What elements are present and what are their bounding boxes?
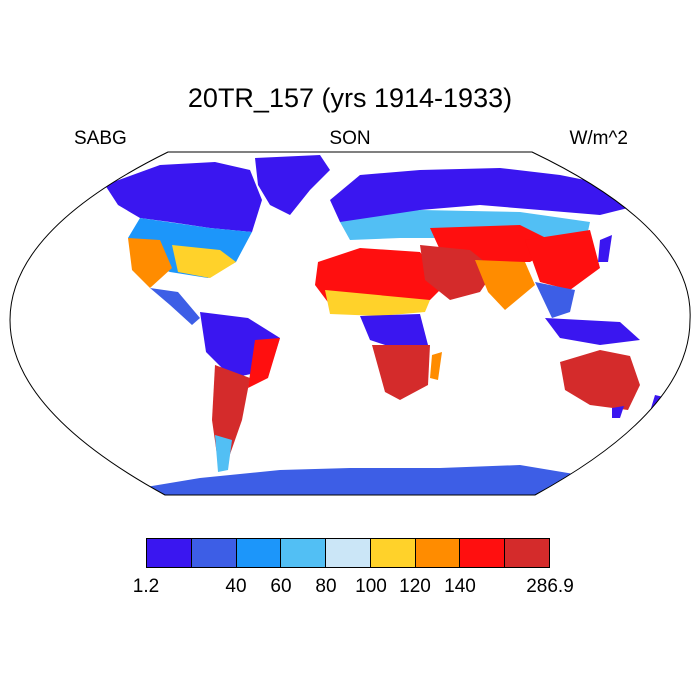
patagonia-region [215,435,232,472]
colorbar-box [415,539,461,567]
colorbar-box [191,539,237,567]
colorbar-label: 100 [355,576,387,597]
colorbar-label: 60 [270,576,292,597]
units-label: W/m^2 [569,128,628,149]
colorbar-label: 40 [225,576,247,597]
sahara-region [315,248,445,305]
china-region [525,230,600,290]
central-africa-region [360,314,428,350]
sahel-region [325,290,430,316]
usa-east-region [172,245,236,278]
map-title: 20TR_157 (yrs 1914-1933) [187,83,513,113]
india-region [475,260,535,310]
colorbar-box [326,539,371,567]
colorbar-box [147,539,192,567]
eurasia-north-region [330,168,640,222]
greenland-region [255,155,330,215]
colorbar-box [370,539,416,567]
colorbar-label-max: 286.9 [526,576,574,597]
australia-region [560,350,640,410]
colorbar-box [281,539,327,567]
colorbar-label: 80 [315,576,337,597]
colorbar-box [505,539,550,567]
southeast-asia-region [535,282,575,318]
antarctica-region [140,465,590,495]
season-label: SON [329,128,371,149]
central-america-region [150,288,200,325]
tasmania-region [612,406,624,418]
arabia-region [420,245,495,300]
variable-label: SABG [74,128,127,149]
madagascar-region [430,352,442,380]
north-america-north-region [105,162,262,232]
colorbar-label: 140 [444,576,476,597]
globe-outline [9,151,691,496]
colorbar-box [460,539,506,567]
colorbar-label-min: 1.2 [132,576,160,597]
colorbar-label: 120 [399,576,431,597]
colorbar [146,538,550,568]
indonesia-region [545,318,640,345]
new-zealand-region [648,395,668,420]
southern-africa-region [372,345,430,400]
usa-southwest-region [128,238,172,288]
south-america-east-region [248,338,280,388]
japan-region [598,235,612,262]
colorbar-box [236,539,282,567]
